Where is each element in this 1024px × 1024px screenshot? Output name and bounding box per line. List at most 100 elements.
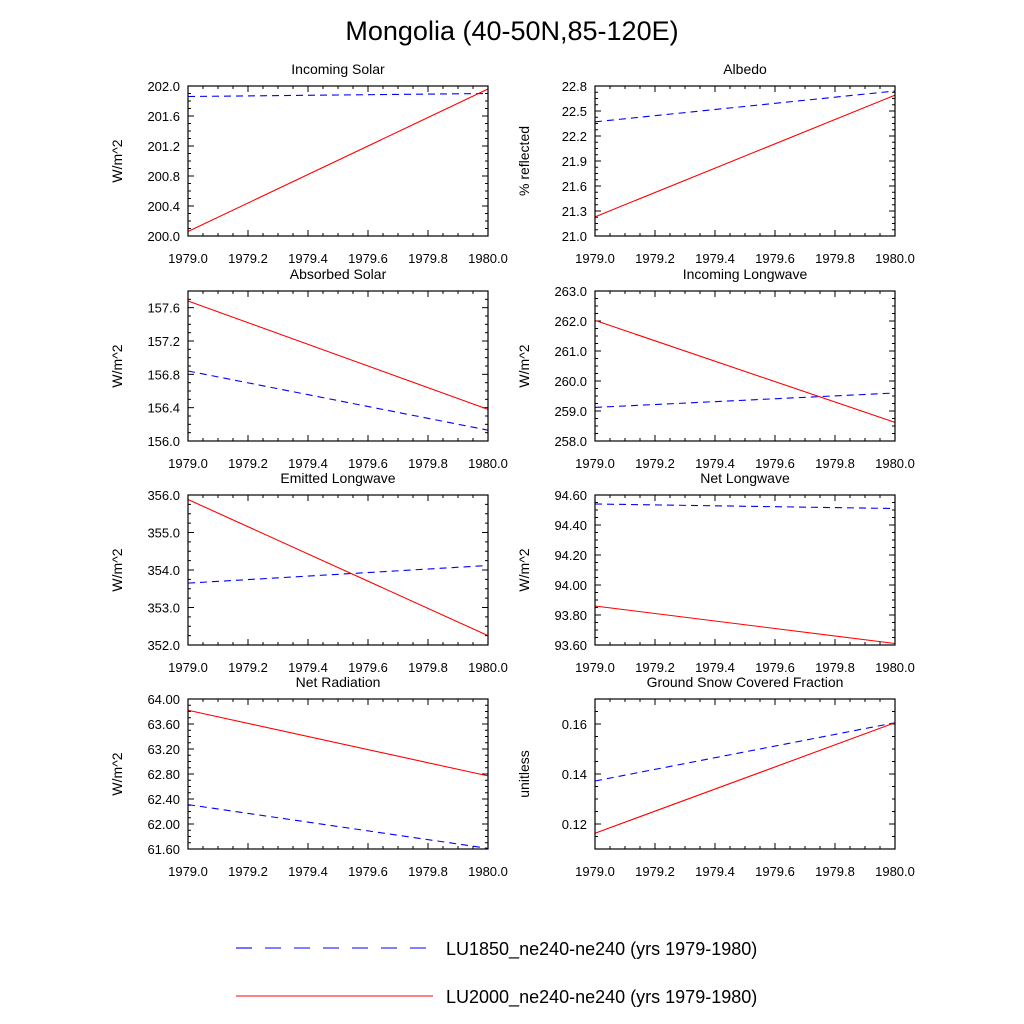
x-tick-label: 1979.0 [168, 251, 208, 266]
series-line-lu1850 [187, 564, 489, 584]
y-axis-label: W/m^2 [516, 548, 532, 591]
x-tick-label: 1979.4 [288, 864, 328, 879]
plot-frame [187, 290, 489, 442]
panel-3: Absorbed Solar W/m^2 1979.0 1979.2 1979.4 197… [109, 266, 508, 471]
y-tick-label: 202.0 [147, 79, 180, 94]
panel-title: Incoming Longwave [683, 266, 808, 282]
panel-7: Net Radiation W/m^2 1979.0 1979.2 1979.4 1979… [109, 674, 508, 879]
legend-label-lu1850: LU1850_ne240-ne240 (yrs 1979-1980) [446, 939, 757, 960]
x-tick-label: 1979.6 [348, 251, 388, 266]
x-tick-label: 1980.0 [468, 251, 508, 266]
plot-frame [187, 698, 489, 850]
y-axis-label: W/m^2 [109, 548, 125, 591]
y-tick-label: 260.0 [554, 374, 587, 389]
y-tick-label: 94.00 [554, 578, 587, 593]
x-tick-label: 1979.8 [408, 864, 448, 879]
series-line-lu2000 [594, 319, 896, 423]
panel-title: Absorbed Solar [290, 266, 387, 282]
y-axis-label: unitless [516, 750, 532, 797]
panel-8: Ground Snow Covered Fraction unitless 1979… [516, 674, 915, 879]
y-tick-label: 21.9 [562, 154, 587, 169]
x-tick-label: 1979.2 [635, 660, 675, 675]
y-axis-label: W/m^2 [109, 139, 125, 182]
y-tick-label: 263.0 [554, 284, 587, 299]
y-tick-label: 258.0 [554, 434, 587, 449]
series-line-lu2000 [594, 605, 896, 645]
x-tick-label: 1979.2 [635, 864, 675, 879]
panel-6: Net Longwave W/m^2 1979.0 1979.2 1979.4 1979.… [516, 470, 915, 675]
y-tick-label: 0.12 [562, 817, 587, 832]
y-tick-label: 0.16 [562, 717, 587, 732]
plot-frame [187, 85, 489, 237]
x-tick-label: 1979.2 [635, 251, 675, 266]
x-tick-label: 1979.0 [575, 864, 615, 879]
y-tick-label: 62.00 [147, 817, 180, 832]
legend-label-lu2000: LU2000_ne240-ne240 (yrs 1979-1980) [446, 987, 757, 1008]
y-tick-label: 156.0 [147, 434, 180, 449]
series-line-lu2000 [187, 498, 489, 637]
x-tick-label: 1979.6 [348, 456, 388, 471]
x-tick-label: 1979.4 [288, 251, 328, 266]
panel-title: Ground Snow Covered Fraction [647, 674, 844, 690]
x-tick-label: 1979.4 [288, 660, 328, 675]
x-tick-label: 1979.4 [695, 864, 735, 879]
y-tick-label: 22.2 [562, 129, 587, 144]
panel-title: Net Radiation [296, 674, 381, 690]
panel-title: Net Longwave [700, 470, 790, 486]
x-tick-label: 1979.2 [228, 660, 268, 675]
x-tick-label: 1979.0 [575, 456, 615, 471]
panel-1: Incoming Solar W/m^2 1979.0 1979.2 1979.4 197… [109, 61, 508, 266]
y-tick-label: 94.40 [554, 518, 587, 533]
x-tick-label: 1979.8 [815, 251, 855, 266]
x-tick-label: 1979.2 [228, 456, 268, 471]
y-axis-label: W/m^2 [109, 752, 125, 795]
y-tick-label: 0.14 [562, 767, 587, 782]
y-tick-label: 200.0 [147, 229, 180, 244]
x-tick-label: 1979.0 [575, 660, 615, 675]
panel-4: Incoming Longwave W/m^2 1979.0 1979.2 1979.4… [516, 266, 915, 471]
y-tick-label: 355.0 [147, 526, 180, 541]
y-tick-label: 156.4 [147, 401, 180, 416]
panel-title: Emitted Longwave [280, 470, 395, 486]
x-tick-label: 1980.0 [875, 864, 915, 879]
x-tick-label: 1979.8 [815, 660, 855, 675]
y-tick-label: 94.20 [554, 548, 587, 563]
x-tick-label: 1979.6 [348, 864, 388, 879]
legend: LU1850_ne240-ne240 (yrs 1979-1980) LU2000… [236, 939, 757, 1008]
y-tick-label: 62.80 [147, 767, 180, 782]
x-tick-label: 1979.4 [695, 251, 735, 266]
y-tick-label: 201.6 [147, 109, 180, 124]
y-tick-label: 64.00 [147, 692, 180, 707]
x-tick-label: 1979.2 [228, 251, 268, 266]
x-tick-label: 1979.0 [168, 864, 208, 879]
y-tick-label: 262.0 [554, 314, 587, 329]
y-tick-label: 21.3 [562, 204, 587, 219]
x-tick-label: 1979.6 [755, 864, 795, 879]
plot-frame [187, 494, 489, 646]
plot-frame [594, 698, 896, 850]
plot-frame [594, 290, 896, 442]
x-tick-label: 1980.0 [468, 456, 508, 471]
plot-frame [594, 85, 896, 237]
plot-frame [594, 494, 896, 646]
y-tick-label: 94.60 [554, 488, 587, 503]
x-tick-label: 1979.0 [168, 660, 208, 675]
panel-title: Albedo [723, 61, 767, 77]
x-tick-label: 1979.6 [755, 456, 795, 471]
y-axis-label: % reflected [516, 126, 532, 196]
x-tick-label: 1979.6 [348, 660, 388, 675]
panel-title: Incoming Solar [291, 61, 385, 77]
x-tick-label: 1979.4 [288, 456, 328, 471]
x-tick-label: 1979.8 [815, 864, 855, 879]
series-line-lu2000 [594, 94, 896, 218]
x-tick-label: 1979.8 [815, 456, 855, 471]
y-tick-label: 62.40 [147, 792, 180, 807]
series-line-lu1850 [594, 503, 896, 510]
x-tick-label: 1979.0 [575, 251, 615, 266]
x-tick-label: 1979.6 [755, 660, 795, 675]
series-line-lu1850 [594, 90, 896, 123]
y-tick-label: 353.0 [147, 601, 180, 616]
y-tick-label: 21.0 [562, 229, 587, 244]
x-tick-label: 1979.8 [408, 456, 448, 471]
